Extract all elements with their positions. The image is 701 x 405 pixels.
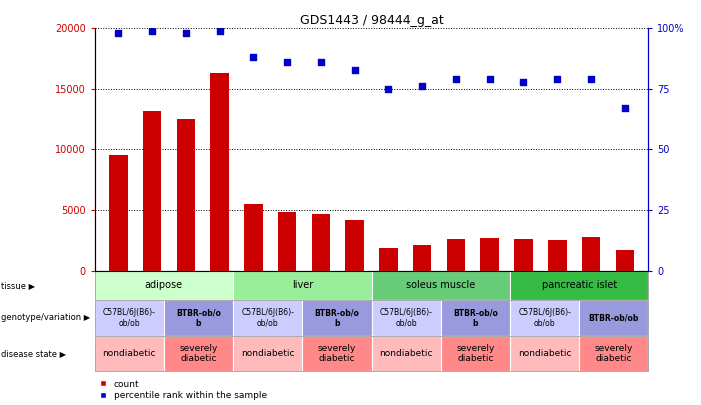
Bar [143,111,161,271]
Bar [579,336,648,371]
Bar [441,300,510,336]
Bar [582,237,600,271]
Text: C57BL/6J(B6)-
ob/ob: C57BL/6J(B6)- ob/ob [380,308,433,328]
Text: C57BL/6J(B6)-
ob/ob: C57BL/6J(B6)- ob/ob [241,308,294,328]
Point [450,76,461,83]
Point [484,76,496,83]
Title: GDS1443 / 98444_g_at: GDS1443 / 98444_g_at [299,14,444,27]
Text: BTBR-ob/ob: BTBR-ob/ob [589,313,639,322]
Bar [233,300,302,336]
Text: C57BL/6J(B6)-
ob/ob: C57BL/6J(B6)- ob/ob [103,308,156,328]
Point [282,59,293,66]
Bar [177,119,195,271]
Bar [548,240,566,271]
Bar [109,156,128,271]
Point [416,83,428,90]
Text: BTBR-ob/o
b: BTBR-ob/o b [176,308,221,328]
Point [315,59,327,66]
Text: BTBR-ob/o
b: BTBR-ob/o b [453,308,498,328]
Bar [210,73,229,271]
Text: genotype/variation ▶: genotype/variation ▶ [1,313,90,322]
Text: liver: liver [292,280,313,290]
Point [349,66,360,73]
Text: pancreatic islet: pancreatic islet [542,280,617,290]
Bar [441,336,510,371]
Text: nondiabetic: nondiabetic [241,349,294,358]
Point [585,76,597,83]
Point [383,85,394,92]
Text: nondiabetic: nondiabetic [102,349,156,358]
Bar [95,271,233,300]
Bar [480,238,499,271]
Text: severely
diabetic: severely diabetic [456,344,494,363]
Text: BTBR-ob/o
b: BTBR-ob/o b [315,308,360,328]
Text: soleus muscle: soleus muscle [406,280,475,290]
Bar [579,300,648,336]
Bar [95,300,164,336]
Text: severely
diabetic: severely diabetic [318,344,356,363]
Bar [379,247,397,271]
Text: severely
diabetic: severely diabetic [179,344,217,363]
Bar [233,271,372,300]
Point [214,28,225,34]
Bar [302,300,372,336]
Point [147,28,158,34]
Bar [510,300,579,336]
Bar [515,239,533,271]
Bar [372,336,441,371]
Point [552,76,563,83]
Bar [372,300,441,336]
Bar [615,250,634,271]
Text: adipose: adipose [145,280,183,290]
Point [247,54,259,61]
Legend: count, percentile rank within the sample: count, percentile rank within the sample [99,380,266,401]
Bar [311,213,330,271]
Bar [372,271,510,300]
Point [518,79,529,85]
Bar [233,336,302,371]
Bar [413,245,432,271]
Text: severely
diabetic: severely diabetic [594,344,633,363]
Text: nondiabetic: nondiabetic [518,349,571,358]
Bar [302,336,372,371]
Bar [164,300,233,336]
Point [113,30,124,36]
Point [619,105,630,111]
Bar [95,336,164,371]
Bar [278,212,297,271]
Text: tissue ▶: tissue ▶ [1,281,35,290]
Bar [164,336,233,371]
Bar [510,336,579,371]
Point [180,30,191,36]
Text: C57BL/6J(B6)-
ob/ob: C57BL/6J(B6)- ob/ob [518,308,571,328]
Text: disease state ▶: disease state ▶ [1,349,66,358]
Text: nondiabetic: nondiabetic [379,349,433,358]
Bar [447,239,465,271]
Bar [510,271,648,300]
Bar [346,220,364,271]
Bar [244,204,263,271]
